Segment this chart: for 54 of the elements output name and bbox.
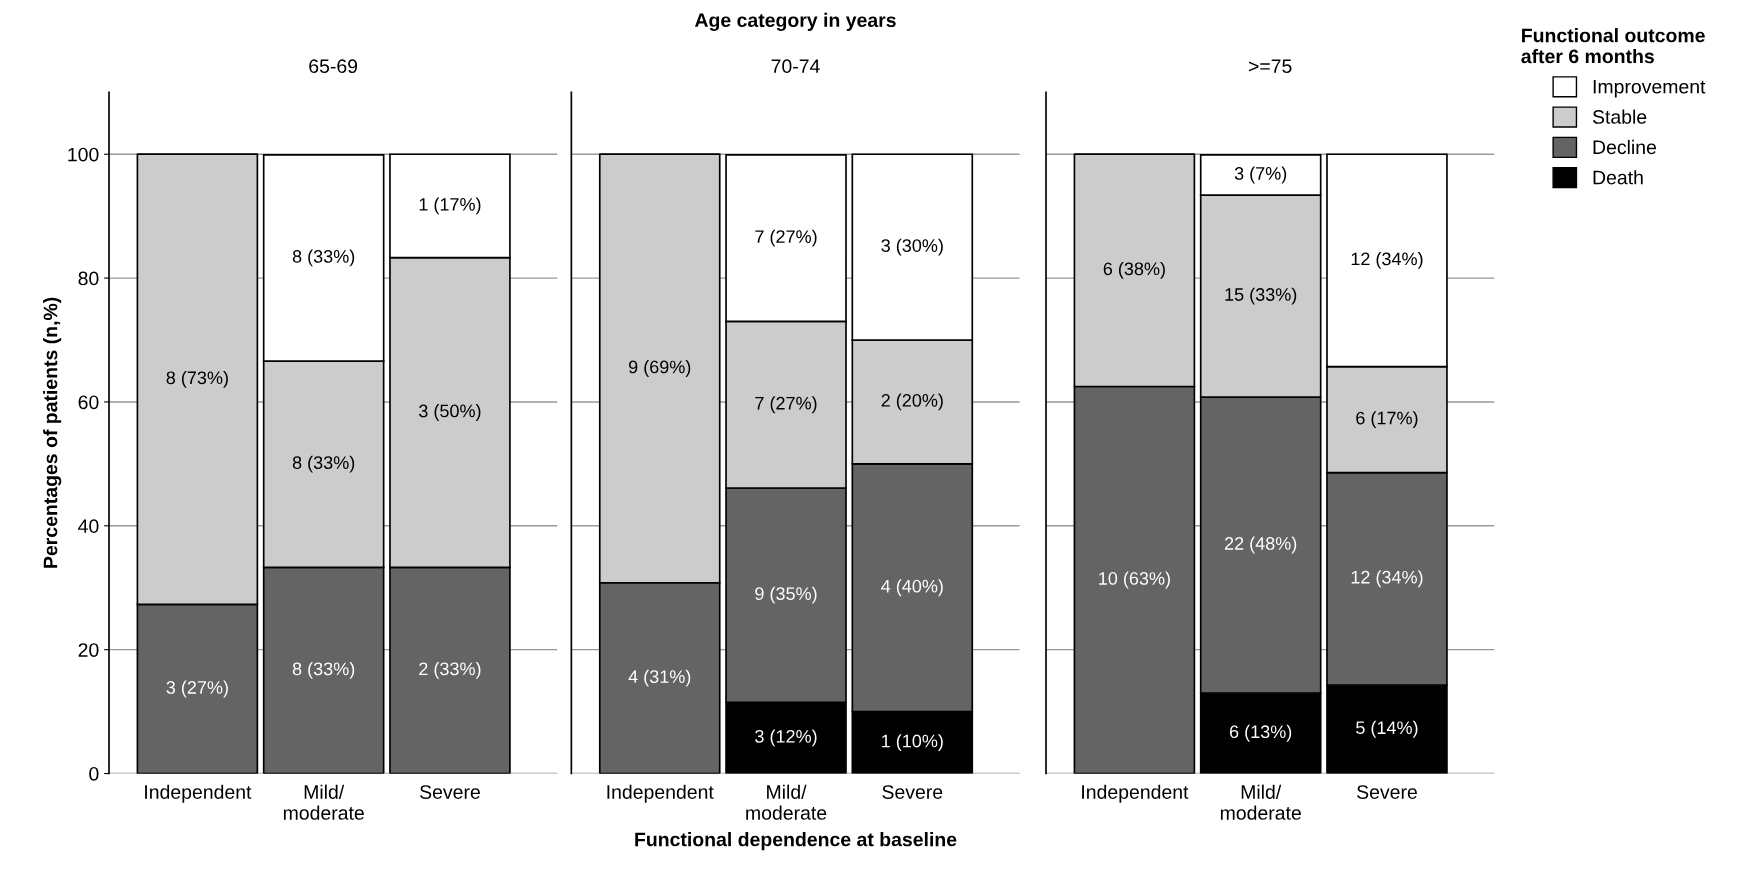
legend-label: Improvement [1593, 79, 1706, 98]
data-label: 15 (33%) [1225, 287, 1297, 305]
data-label: 1 (10%) [882, 734, 943, 751]
data-label: 7 (27%) [755, 229, 817, 247]
data-label: 8 (33%) [292, 249, 355, 267]
y-tick-label: 0 [89, 766, 99, 781]
y-tick-label: 20 [78, 643, 99, 657]
x-tick-label: Independent [145, 784, 252, 803]
y-tick-label: 80 [78, 271, 99, 286]
data-label: 3 (27%) [166, 680, 228, 698]
chart-title: 65-69 [309, 59, 358, 74]
data-label: 8 (73%) [166, 370, 228, 388]
x-tick-label: Severe [420, 785, 480, 799]
x-tick-label: Severe [882, 785, 943, 799]
data-label: 8 (33%) [292, 455, 355, 473]
data-label: 22 (48%) [1224, 536, 1297, 554]
data-label: 10 (63%) [1099, 571, 1170, 589]
x-tick-label: Independent [1082, 784, 1189, 803]
x-tick-label: Mild/ moderate [1220, 784, 1301, 820]
data-label: 9 (35%) [755, 586, 817, 604]
chart-title: >=75 [1248, 59, 1292, 74]
data-label: 6 (17%) [1356, 411, 1418, 428]
data-label: 12 (34%) [1351, 252, 1423, 269]
y-tick-label: 40 [78, 519, 99, 534]
data-label: 3 (7%) [1234, 166, 1287, 184]
data-label: 3 (30%) [881, 238, 943, 256]
legend-label: Stable [1592, 109, 1647, 124]
data-label: 5 (14%) [1356, 720, 1418, 738]
x-tick-label: Mild/ moderate [283, 784, 364, 820]
data-label: 3 (50%) [419, 404, 481, 421]
x-tick-label: Severe [1357, 785, 1417, 799]
x-tick-label: Mild/ moderate [746, 784, 827, 820]
x-axis-title: Functional dependence at baseline [635, 832, 957, 851]
data-label: 2 (20%) [881, 393, 943, 411]
data-label: 1 (17%) [419, 197, 481, 215]
data-label: 4 (40%) [881, 579, 943, 597]
y-tick-label: 100 [68, 147, 99, 162]
data-label: 6 (13%) [1229, 724, 1292, 742]
y-tick-label: 60 [78, 395, 99, 410]
data-label: 8 (33%) [292, 661, 355, 679]
legend-title: Functional outcome after 6 months [1521, 28, 1705, 64]
data-label: 6 (38%) [1103, 261, 1165, 279]
x-tick-label: Independent [607, 784, 714, 803]
data-label: 4 (31%) [628, 669, 691, 687]
legend-label: Death [1593, 170, 1643, 185]
data-label: 3 (12%) [755, 729, 817, 747]
text: Age category in years [694, 12, 896, 31]
chart-title: 70-74 [771, 59, 820, 74]
y-axis-title: Percentages of patients (n,%) [43, 297, 62, 568]
data-label: 9 (69%) [628, 360, 691, 377]
data-label: 2 (33%) [419, 661, 481, 679]
data-label: 7 (27%) [755, 396, 817, 414]
legend-label: Decline [1593, 139, 1656, 155]
data-label: 12 (34%) [1351, 570, 1423, 588]
